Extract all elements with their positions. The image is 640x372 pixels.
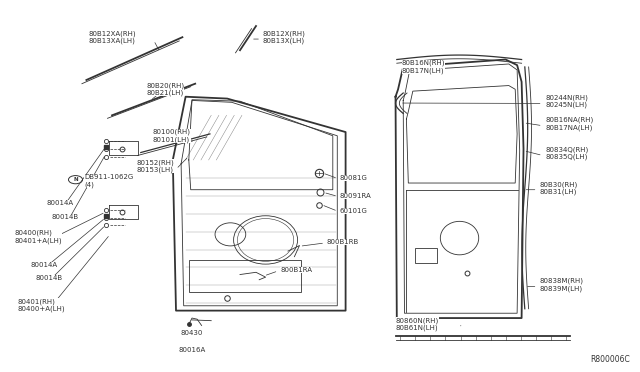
Text: 80B16NA(RH)
80B17NA(LH): 80B16NA(RH) 80B17NA(LH) — [545, 116, 593, 131]
Bar — [189, 260, 301, 292]
Text: 80B16N(RH)
80B17N(LH): 80B16N(RH) 80B17N(LH) — [402, 60, 445, 74]
Text: 80244N(RH)
80245N(LH): 80244N(RH) 80245N(LH) — [545, 94, 588, 108]
Text: DB911-1062G
(4): DB911-1062G (4) — [84, 174, 134, 187]
Text: 80081G: 80081G — [339, 175, 367, 181]
Text: R800006C: R800006C — [591, 355, 630, 364]
Text: 80838M(RH)
80839M(LH): 80838M(RH) 80839M(LH) — [540, 278, 584, 292]
Bar — [415, 248, 437, 263]
Text: 80401(RH)
80400+A(LH): 80401(RH) 80400+A(LH) — [18, 298, 65, 312]
Text: 800B1RA: 800B1RA — [280, 267, 312, 273]
Text: 80834Q(RH)
80835Q(LH): 80834Q(RH) 80835Q(LH) — [545, 146, 589, 160]
Text: 80B30(RH)
80B31(LH): 80B30(RH) 80B31(LH) — [540, 181, 578, 195]
Text: 80016A: 80016A — [179, 347, 205, 353]
Text: 80014B: 80014B — [36, 275, 63, 281]
Text: 80014A: 80014A — [31, 262, 58, 268]
Text: 80100(RH)
80101(LH): 80100(RH) 80101(LH) — [152, 129, 191, 143]
Text: 80B12X(RH)
80B13X(LH): 80B12X(RH) 80B13X(LH) — [262, 30, 305, 44]
Text: 60101G: 60101G — [339, 208, 367, 214]
Text: 80430: 80430 — [181, 330, 203, 336]
Text: 80B12XA(RH)
80B13XA(LH): 80B12XA(RH) 80B13XA(LH) — [88, 30, 136, 44]
Text: 80400(RH)
80401+A(LH): 80400(RH) 80401+A(LH) — [14, 230, 61, 244]
Text: 80152(RH)
80153(LH): 80152(RH) 80153(LH) — [136, 159, 173, 173]
Text: 80860N(RH)
80B61N(LH): 80860N(RH) 80B61N(LH) — [396, 317, 439, 331]
Text: 80091RA: 80091RA — [339, 193, 371, 199]
Text: 800B1RB: 800B1RB — [326, 239, 358, 245]
Text: 80014A: 80014A — [46, 201, 73, 206]
Text: N: N — [73, 177, 78, 182]
Text: 80014B: 80014B — [51, 214, 78, 219]
Text: 80B20(RH)
80B21(LH): 80B20(RH) 80B21(LH) — [146, 82, 184, 96]
